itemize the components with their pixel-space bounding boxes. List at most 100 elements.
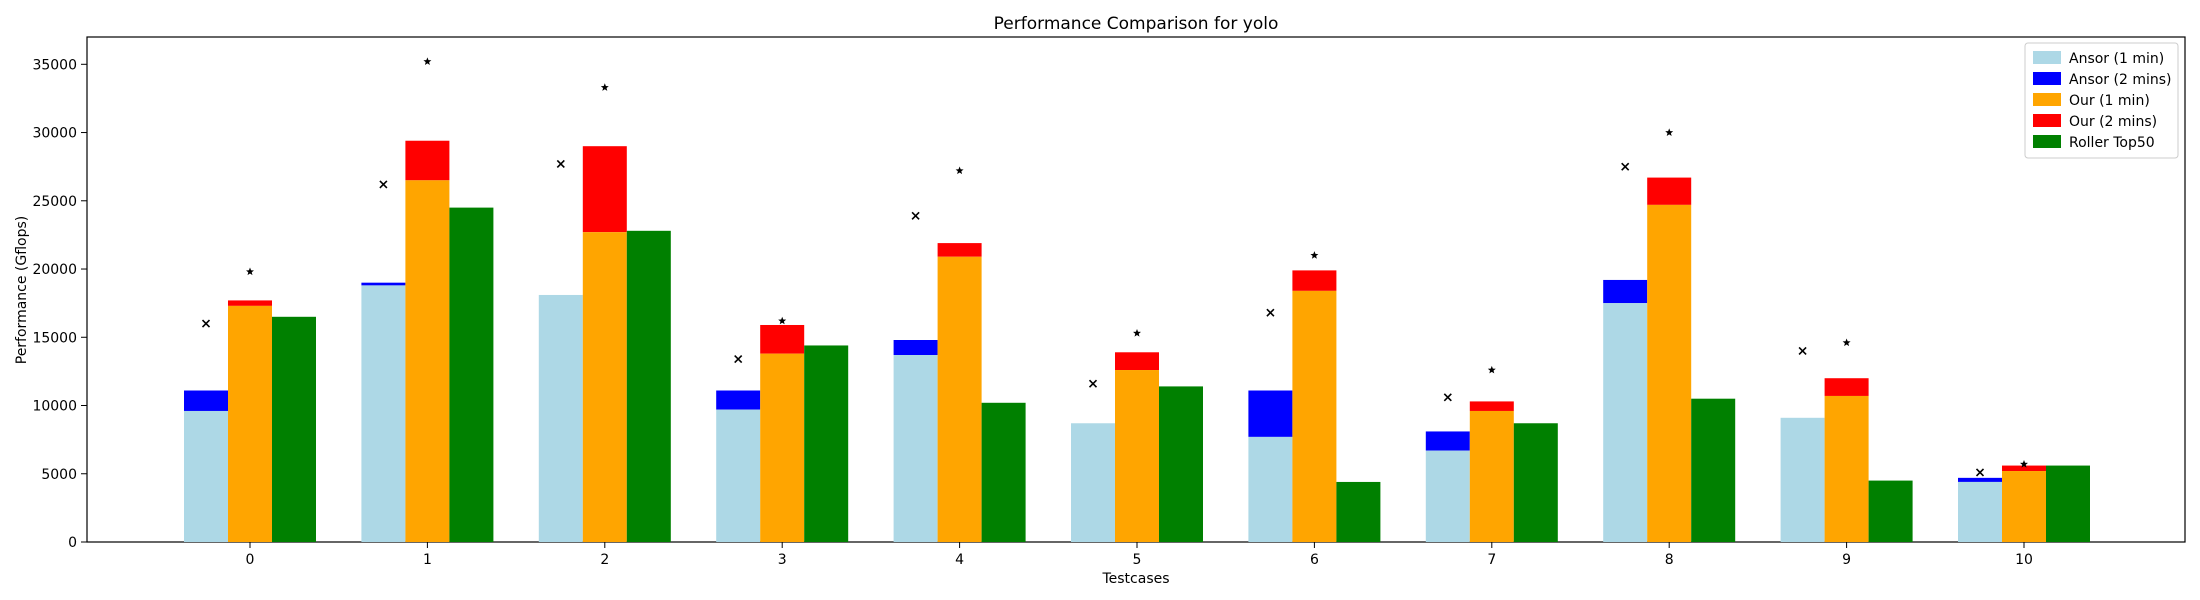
x-tick-label: 3: [778, 552, 787, 568]
x-tick-label: 6: [1310, 552, 1319, 568]
bar-ansor-1min: [1071, 423, 1115, 542]
star-marker: [1310, 251, 1319, 259]
bar-roller-top50: [626, 230, 671, 543]
legend-label: Our (2 mins): [2069, 114, 2157, 130]
bar-ansor-2min: [1425, 431, 1470, 451]
y-tick-label: 10000: [32, 399, 77, 415]
legend: Ansor (1 min) Ansor (2 mins) Our (1 min) Ou…: [2024, 42, 2179, 159]
bar-roller-top50: [1868, 480, 1913, 542]
star-marker: [1487, 365, 1496, 374]
star-marker: [423, 57, 432, 65]
bar-ansor-1min: [1780, 417, 1825, 542]
bar-our-1min: [582, 232, 627, 543]
star-marker: [1133, 328, 1141, 337]
x-tick-label: 10: [2015, 552, 2033, 568]
x-tick-label: 5: [1133, 552, 1142, 568]
bar-ansor-1min: [361, 285, 406, 542]
bar-our-2min: [760, 324, 805, 354]
bar-ansor-1min: [538, 294, 583, 542]
x-marker: [379, 180, 388, 189]
star-marker: [246, 267, 254, 276]
x-marker: [734, 355, 743, 364]
bar-our-1min: [1115, 370, 1159, 542]
y-tick-label: 35000: [32, 57, 77, 73]
legend-swatch: [2033, 93, 2061, 106]
bar-our-2min: [1469, 401, 1514, 411]
bar-ansor-1min: [184, 410, 228, 542]
bar-our-2min: [1647, 177, 1692, 205]
bar-roller-top50: [272, 316, 316, 542]
x-tick-label: 2: [600, 552, 609, 568]
x-tick-label: 9: [1842, 552, 1851, 568]
bar-our-2min: [2002, 465, 2046, 472]
bar-ansor-1min: [1958, 481, 2002, 542]
bar-ansor-2min: [184, 390, 228, 411]
star-marker: [2020, 460, 2028, 468]
x-tick-label: 8: [1665, 552, 1674, 568]
bar-roller-top50: [1513, 423, 1558, 542]
x-marker: [911, 211, 920, 220]
bar-roller-top50: [804, 345, 849, 542]
legend-box: [2024, 42, 2179, 159]
star-marker: [600, 83, 609, 91]
bar-our-1min: [228, 305, 272, 542]
x-marker: [1975, 468, 1985, 477]
x-tick-label: 0: [246, 552, 255, 568]
star-marker: [778, 316, 787, 325]
bar-ansor-1min: [893, 355, 938, 542]
legend-swatch: [2033, 135, 2061, 148]
legend-label: Our (1 min): [2069, 93, 2150, 109]
bar-our-2min: [1824, 378, 1869, 396]
bar-roller-top50: [1336, 481, 1381, 542]
bar-our-2min: [1292, 270, 1337, 291]
x-marker: [1798, 346, 1807, 355]
star-marker: [955, 166, 964, 175]
x-tick-label: 7: [1487, 552, 1496, 568]
legend-swatch: [2033, 72, 2061, 85]
y-axis-label: Performance (Gflops): [14, 216, 30, 365]
legend-swatch: [2033, 114, 2061, 127]
x-marker: [1621, 162, 1630, 171]
bar-ansor-1min: [1603, 303, 1648, 542]
bar-our-2min: [228, 300, 272, 306]
bar-our-1min: [2002, 471, 2046, 542]
bar-our-1min: [405, 180, 450, 543]
x-tick-label: 1: [423, 552, 432, 568]
bar-our-2min: [405, 140, 450, 181]
bar-roller-top50: [449, 207, 494, 543]
bar-ansor-1min: [1425, 450, 1470, 542]
bar-roller-top50: [981, 402, 1026, 542]
x-axis-label: Testcases: [1101, 571, 1169, 587]
bar-ansor-2min: [1603, 279, 1648, 304]
y-tick-label: 25000: [32, 194, 77, 210]
bar-our-2min: [1115, 352, 1159, 371]
bar-our-1min: [1292, 290, 1337, 542]
x-tick-label: 4: [955, 552, 964, 568]
legend-swatch: [2033, 51, 2061, 64]
bar-ansor-1min: [716, 409, 761, 542]
chart-title: Performance Comparison for yolo: [994, 14, 1279, 34]
y-tick-label: 0: [68, 535, 77, 551]
bar-our-1min: [760, 353, 805, 542]
bar-ansor-2min: [893, 340, 938, 356]
bar-our-2min: [937, 243, 982, 257]
bar-our-1min: [1647, 204, 1692, 543]
y-tick-label: 15000: [32, 330, 77, 346]
plot-layer: 0 5000 10000 15000 20000 25000 30000 35000 0 1 2 3 4…: [32, 36, 2186, 568]
x-marker: [1443, 393, 1452, 402]
bar-ansor-2min: [716, 390, 761, 410]
y-tick-label: 5000: [41, 467, 77, 483]
legend-label: Roller Top50: [2069, 135, 2155, 151]
y-tick-label: 20000: [32, 262, 77, 278]
bar-roller-top50: [1159, 386, 1203, 542]
star-marker: [1842, 338, 1851, 347]
bar-roller-top50: [2046, 465, 2090, 542]
y-tick-label: 30000: [32, 126, 77, 142]
bar-roller-top50: [1691, 398, 1736, 542]
bar-ansor-2min: [1958, 477, 2002, 482]
bar-our-1min: [1824, 395, 1869, 542]
legend-label: Ansor (1 min): [2069, 51, 2164, 67]
bar-ansor-2min: [1248, 390, 1293, 437]
